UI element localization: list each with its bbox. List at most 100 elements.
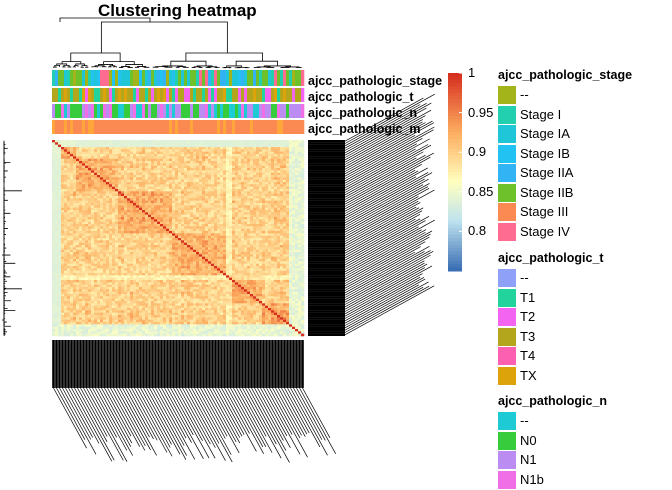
- heatmap-cell: [301, 214, 305, 218]
- heatmap-cell: [82, 161, 86, 164]
- heatmap-cell: [142, 247, 146, 250]
- heatmap-cell: [67, 210, 71, 213]
- heatmap-cell: [115, 189, 119, 192]
- heatmap-cell: [289, 165, 293, 169]
- heatmap-cell: [256, 170, 260, 173]
- heatmap-cell: [244, 151, 248, 155]
- heatmap-cell: [289, 217, 293, 220]
- heatmap-cell: [226, 158, 230, 162]
- heatmap-cell: [271, 147, 275, 150]
- heatmap-cell: [217, 266, 221, 269]
- heatmap-cell: [226, 268, 230, 271]
- heatmap-cell: [244, 233, 248, 236]
- heatmap-cell: [178, 144, 182, 148]
- heatmap-cell: [193, 256, 197, 260]
- heatmap-cell: [226, 196, 230, 199]
- heatmap-cell: [142, 198, 146, 201]
- heatmap-cell: [169, 156, 173, 159]
- heatmap-cell: [100, 231, 104, 234]
- heatmap-cell: [130, 182, 134, 185]
- heatmap-cell: [97, 140, 101, 143]
- heatmap-cell: [52, 182, 56, 185]
- heatmap-cell: [94, 228, 98, 232]
- heatmap-cell: [85, 177, 89, 180]
- heatmap-cell: [151, 259, 155, 262]
- heatmap-cell: [172, 224, 176, 227]
- heatmap-cell: [139, 210, 143, 213]
- heatmap-cell: [157, 226, 161, 229]
- heatmap-cell: [166, 151, 170, 155]
- heatmap-cell: [175, 228, 179, 232]
- heatmap-cell: [88, 184, 92, 187]
- heatmap-cell: [217, 198, 221, 201]
- heatmap-cell: [145, 161, 149, 164]
- heatmap-cell: [166, 226, 170, 229]
- heatmap-cell: [181, 212, 185, 215]
- heatmap-cell: [292, 179, 296, 183]
- heatmap-cell: [208, 224, 212, 227]
- heatmap-cell: [184, 217, 188, 220]
- heatmap-cell: [106, 273, 110, 276]
- heatmap-cell: [301, 261, 305, 264]
- heatmap-cell: [103, 154, 107, 157]
- heatmap-cell: [130, 186, 134, 190]
- heatmap-cell: [295, 179, 299, 183]
- heatmap-cell: [286, 198, 290, 201]
- heatmap-cell: [280, 200, 284, 204]
- heatmap-cell: [202, 191, 206, 194]
- heatmap-cell: [79, 228, 83, 232]
- heatmap-cell: [193, 179, 197, 183]
- heatmap-cell: [121, 156, 125, 159]
- heatmap-cell: [142, 277, 146, 281]
- heatmap-cell: [142, 161, 146, 164]
- heatmap-cell: [217, 256, 221, 260]
- heatmap-cell: [133, 207, 137, 211]
- heatmap-cell: [187, 261, 191, 264]
- heatmap-cell: [277, 240, 281, 243]
- heatmap-cell: [55, 226, 59, 229]
- heatmap-cell: [289, 184, 293, 187]
- heatmap-cell: [136, 149, 140, 152]
- heatmap-cell: [163, 168, 167, 171]
- heatmap-cell: [133, 168, 137, 171]
- heatmap-cell: [97, 275, 101, 278]
- heatmap-cell: [154, 256, 158, 260]
- heatmap-cell: [88, 172, 92, 176]
- heatmap-cell: [118, 186, 122, 190]
- heatmap-cell: [280, 233, 284, 236]
- heatmap-cell: [64, 191, 68, 194]
- heatmap-cell: [163, 231, 167, 234]
- heatmap-cell: [280, 256, 284, 260]
- heatmap-cell: [118, 268, 122, 271]
- heatmap-cell: [58, 263, 62, 267]
- heatmap-cell: [154, 149, 158, 152]
- heatmap-cell: [292, 268, 296, 271]
- heatmap-cell: [145, 158, 149, 162]
- heatmap-cell: [247, 203, 251, 206]
- heatmap-cell: [82, 221, 86, 225]
- heatmap-cell: [166, 175, 170, 178]
- heatmap-cell: [181, 224, 185, 227]
- heatmap-cell: [283, 182, 287, 185]
- heatmap-cell: [271, 212, 275, 215]
- heatmap-cell: [277, 214, 281, 218]
- heatmap-cell: [274, 259, 278, 262]
- heatmap-cell: [253, 235, 257, 239]
- heatmap-cell: [145, 252, 149, 255]
- heatmap-cell: [157, 198, 161, 201]
- heatmap-cell: [262, 177, 266, 180]
- heatmap-cell: [151, 249, 155, 253]
- heatmap-cell: [55, 165, 59, 169]
- heatmap-cell: [55, 263, 59, 267]
- heatmap-cell: [124, 147, 128, 150]
- heatmap-cell: [94, 277, 98, 281]
- heatmap-cell: [112, 191, 116, 194]
- heatmap-cell: [175, 242, 179, 246]
- heatmap-cell: [97, 200, 101, 204]
- heatmap-cell: [298, 179, 302, 183]
- heatmap-cell: [55, 144, 59, 148]
- heatmap-cell: [214, 165, 218, 169]
- heatmap-cell: [160, 179, 164, 183]
- heatmap-cell: [145, 140, 149, 143]
- heatmap-cell: [157, 151, 161, 155]
